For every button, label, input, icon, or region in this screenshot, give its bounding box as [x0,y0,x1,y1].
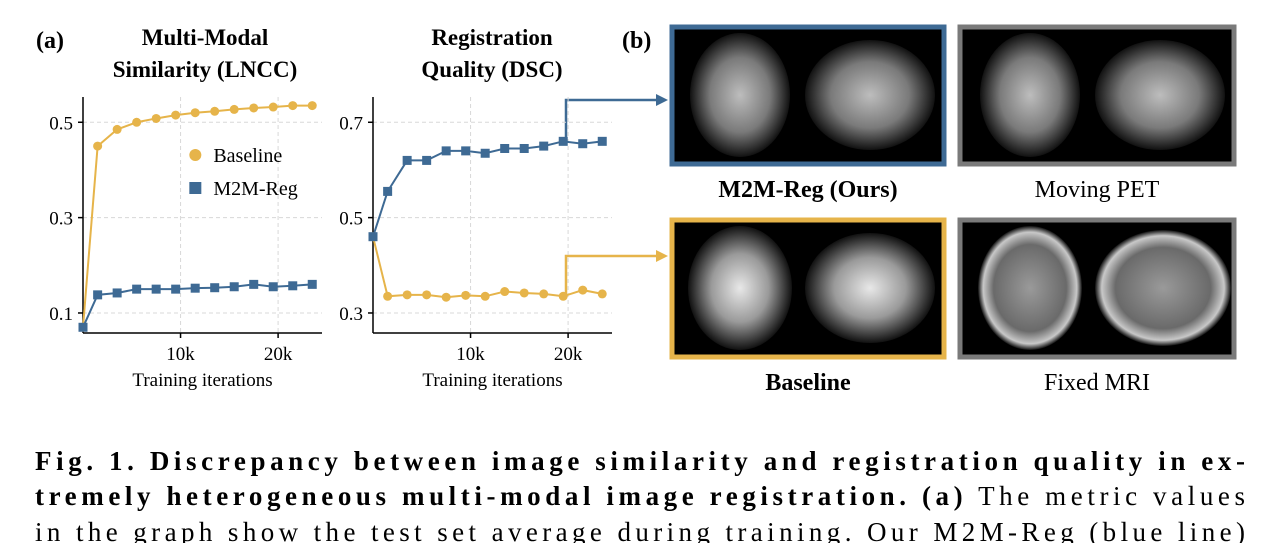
chart-title: Similarity (LNCC) [113,57,298,82]
marker [151,113,161,123]
chart-title: Registration [431,25,553,50]
image-label: Baseline [765,370,851,396]
panel-label: (a) [36,28,64,54]
legend-label: Baseline [213,145,282,167]
marker [171,110,181,120]
connector-arrows [564,94,668,296]
caption-label: (a) [922,481,963,511]
marker [210,283,220,293]
y-tick-label: 0.5 [339,209,363,230]
y-tick-label: 0.5 [49,113,73,134]
legend-label: M2M-Reg [213,178,297,200]
marker [112,288,122,298]
marker [229,282,239,292]
panel-label: (b) [622,28,651,54]
marker [578,139,588,149]
marker [190,108,200,118]
marker [112,124,122,134]
marker [461,290,471,300]
x-tick-label: 20k [554,344,583,365]
marker [422,290,432,300]
marker [93,141,103,151]
marker [402,290,412,300]
legend-marker [189,149,202,161]
y-tick-label: 0.3 [339,304,363,325]
marker [480,148,490,158]
caption-line: Fig. 1. Discrepancy between image simila… [35,446,1245,476]
y-tick-label: 0.1 [49,304,73,325]
marker [249,103,259,113]
x-tick-label: 10k [456,344,485,365]
chart-title: Multi-Modal [142,25,269,50]
marker [288,101,298,111]
marker [441,292,451,302]
marker [441,146,451,156]
marker [597,136,607,146]
marker [132,284,142,294]
marker [151,284,161,294]
marker [383,291,393,301]
marker [288,281,298,291]
marker [190,283,200,293]
marker [402,155,412,165]
marker [480,291,490,301]
marker [597,289,607,299]
marker [500,287,510,297]
marker [132,117,142,127]
marker [519,288,529,298]
marker [368,232,378,242]
marker [210,106,220,116]
marker [229,104,239,114]
image-label: Moving PET [1035,177,1160,203]
marker [268,102,278,112]
caption-line: in the graph show the test set average d… [35,517,1245,543]
marker [519,143,529,153]
image-label: M2M-Reg (Ours) [718,177,897,203]
marker [93,290,103,300]
marker [249,279,259,289]
marker [539,141,549,151]
marker [539,289,549,299]
image-label: Fixed MRI [1044,370,1150,396]
x-tick-label: 10k [166,344,195,365]
marker [461,146,471,156]
legend-marker [189,182,202,194]
x-tick-label: 20k [264,344,293,365]
marker [422,155,432,165]
marker [171,284,181,294]
x-axis-label: Training iterations [422,370,562,391]
marker [558,136,568,146]
marker [500,143,510,153]
y-tick-label: 0.7 [339,113,363,134]
marker [78,322,88,332]
marker [307,101,317,111]
marker [307,279,317,289]
marker [578,285,588,295]
marker [558,291,568,301]
marker [268,282,278,292]
marker [383,186,393,196]
image-panels [669,24,1237,360]
x-axis-label: Training iterations [132,370,272,391]
chart-title: Quality (DSC) [421,57,562,82]
y-tick-label: 0.3 [49,209,73,230]
caption-line: tremely heterogeneous multi-modal image … [35,481,1245,511]
